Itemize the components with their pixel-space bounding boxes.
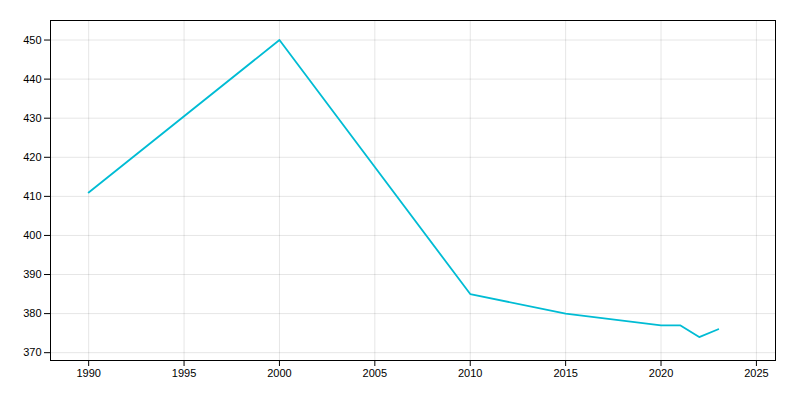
svg-text:410: 410 — [23, 190, 41, 202]
svg-text:380: 380 — [23, 307, 41, 319]
svg-text:420: 420 — [23, 151, 41, 163]
svg-text:430: 430 — [23, 112, 41, 124]
svg-text:1995: 1995 — [172, 367, 196, 379]
svg-text:2025: 2025 — [744, 367, 768, 379]
svg-text:2005: 2005 — [363, 367, 387, 379]
svg-text:370: 370 — [23, 346, 41, 358]
svg-text:2020: 2020 — [649, 367, 673, 379]
svg-text:2010: 2010 — [458, 367, 482, 379]
svg-text:450: 450 — [23, 34, 41, 46]
svg-text:2015: 2015 — [553, 367, 577, 379]
svg-text:440: 440 — [23, 73, 41, 85]
svg-text:2000: 2000 — [267, 367, 291, 379]
svg-text:390: 390 — [23, 268, 41, 280]
svg-text:400: 400 — [23, 229, 41, 241]
svg-text:1990: 1990 — [76, 367, 100, 379]
